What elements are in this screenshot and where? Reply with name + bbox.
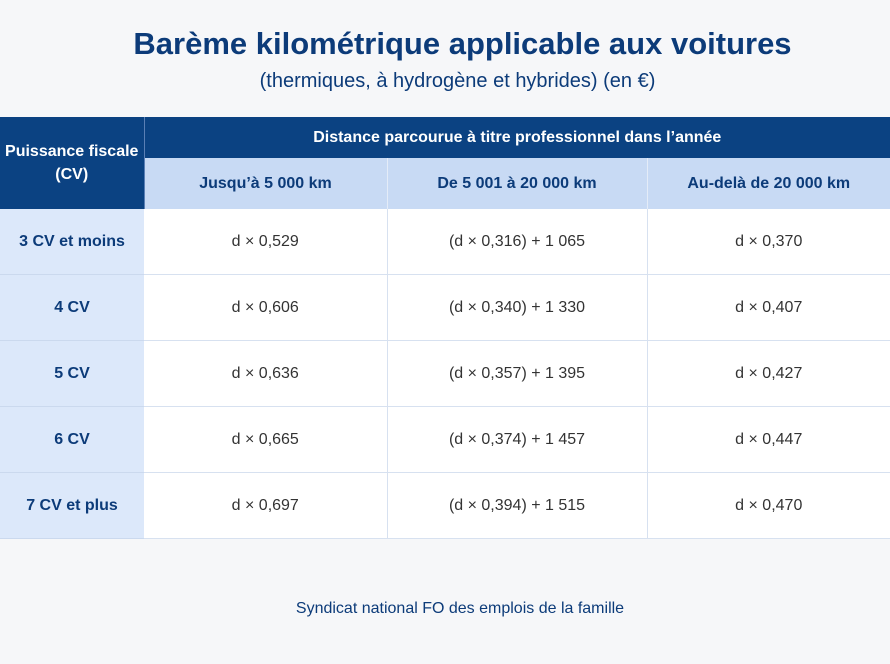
column-header: Au-delà de 20 000 km xyxy=(647,158,890,209)
table-cell: (d × 0,316) + 1 065 xyxy=(387,209,648,275)
table-cell: d × 0,447 xyxy=(647,406,890,473)
column-header: De 5 001 à 20 000 km xyxy=(387,158,648,209)
table-cell: d × 0,606 xyxy=(144,274,388,341)
row-label: 5 CV xyxy=(0,340,144,407)
table-row: 5 CV d × 0,636 (d × 0,357) + 1 395 d × 0,42… xyxy=(0,340,890,407)
page-title: Barème kilométrique applicable aux voitu… xyxy=(133,26,792,61)
table-cell: d × 0,407 xyxy=(647,274,890,341)
table-cell: (d × 0,374) + 1 457 xyxy=(387,406,648,473)
table-cell: d × 0,427 xyxy=(647,340,890,407)
table-cell: d × 0,636 xyxy=(144,340,388,407)
table-cell: (d × 0,394) + 1 515 xyxy=(387,472,648,539)
table-cell: d × 0,470 xyxy=(647,472,890,539)
table-cell: d × 0,665 xyxy=(144,406,388,473)
column-header: Jusqu’à 5 000 km xyxy=(144,158,388,209)
table-cell: d × 0,370 xyxy=(647,209,890,275)
row-label: 6 CV xyxy=(0,406,144,473)
row-label: 3 CV et moins xyxy=(0,209,144,275)
table-cell: (d × 0,340) + 1 330 xyxy=(387,274,648,341)
mileage-scale-table: Puissance fiscale (CV) Distance parcouru… xyxy=(0,117,890,539)
table-row: 3 CV et moins d × 0,529 (d × 0,316) + 1 06… xyxy=(0,209,890,275)
table-cell: d × 0,697 xyxy=(144,472,388,539)
page-subtitle: (thermiques, à hydrogène et hybrides) (e… xyxy=(259,70,656,92)
table-row: 6 CV d × 0,665 (d × 0,374) + 1 457 d × 0,44… xyxy=(0,406,890,473)
table-cell: d × 0,529 xyxy=(144,209,388,275)
table-row: 7 CV et plus d × 0,697 (d × 0,394) + 1 515… xyxy=(0,472,890,539)
group-header: Distance parcourue à titre professionnel… xyxy=(144,117,890,158)
row-label: 4 CV xyxy=(0,274,144,341)
table-cell: (d × 0,357) + 1 395 xyxy=(387,340,648,407)
corner-header: Puissance fiscale (CV) xyxy=(0,117,145,209)
footer-text: Syndicat national FO des emplois de la f… xyxy=(295,600,625,617)
table-row: 4 CV d × 0,606 (d × 0,340) + 1 330 d × 0,40… xyxy=(0,274,890,341)
row-label: 7 CV et plus xyxy=(0,472,144,539)
